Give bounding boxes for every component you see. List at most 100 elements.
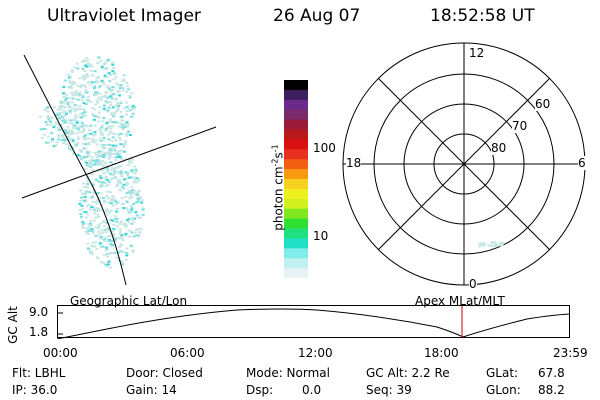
aurora-pixel [111,121,115,124]
aurora-pixel [83,109,86,112]
aurora-pixel [57,138,60,141]
aurora-pixel [98,85,102,88]
aurora-pixel [86,232,90,235]
aurora-pixel [109,127,113,130]
aurora-pixel [85,151,89,154]
aurora-pixel [112,167,116,170]
aurora-pixel [106,100,110,103]
aurora-pixel [130,222,134,225]
aurora-pixel [120,236,123,239]
aurora-pixel [100,180,104,183]
aurora-pixel [111,149,115,152]
aurora-pixel [73,143,77,146]
aurora-pixel [93,151,97,154]
aurora-pixel [107,180,111,183]
aurora-pixel [132,202,136,205]
aurora-pixel [136,191,140,194]
seq-info: Seq: 39 [366,383,412,397]
aurora-pixel [70,83,74,86]
aurora-pixel [98,96,102,99]
aurora-pixel [90,252,94,255]
aurora-pixel [77,128,81,131]
aurora-pixel [60,116,64,119]
aurora-pixel [99,139,103,142]
aurora-pixel [128,161,131,163]
aurora-pixel [66,103,70,105]
aurora-pixel [105,86,109,89]
aurora-pixel [126,164,130,166]
aurora-pixel [130,176,134,179]
aurora-pixel [49,120,53,123]
aurora-pixel [87,228,91,230]
aurora-pixel [71,127,75,130]
aurora-pixel [109,266,112,269]
polar-aurora-pixel [495,244,499,247]
aurora-pixel [116,90,120,93]
aurora-pixel [124,258,128,261]
aurora-pixel [105,235,109,238]
colorbar-band [284,208,308,220]
aurora-pixel [81,95,85,98]
aurora-pixel [101,155,105,158]
aurora-pixel [61,114,65,117]
aurora-pixel [114,145,118,148]
aurora-pixel [57,129,61,132]
aurora-pixel [102,147,106,150]
aurora-pixel [119,228,123,231]
aurora-pixel [85,227,89,230]
aurora-pixel [125,134,129,137]
aurora-pixel [97,56,101,59]
aurora-pixel [82,102,86,105]
aurora-pixel [67,131,71,134]
aurora-pixel [96,163,99,166]
aurora-pixel [107,153,110,156]
aurora-pixel [118,222,122,225]
aurora-pixel [89,196,93,199]
aurora-pixel [85,232,89,235]
aurora-pixel [85,161,89,164]
aurora-pixel [135,193,139,196]
colorbar-tick-100: 100 [313,141,336,155]
aurora-pixel [122,78,126,81]
aurora-pixel [45,141,49,144]
aurora-pixel [132,112,136,115]
aurora-pixel [82,128,86,130]
aurora-pixel [109,178,113,181]
aurora-pixel [104,92,108,94]
aurora-pixel [108,80,112,83]
aurora-pixel [57,117,61,120]
aurora-pixel [86,242,90,245]
aurora-pixel [97,120,101,123]
aurora-pixel [89,132,92,135]
aurora-pixel [104,67,108,70]
aurora-pixel [79,215,83,218]
aurora-pixel [94,94,98,97]
aurora-pixel [123,142,127,145]
aurora-pixel [74,98,78,100]
aurora-pixel [93,133,97,136]
aurora-pixel [126,125,130,128]
aurora-pixel [103,74,107,77]
aurora-pixel [111,204,115,207]
aurora-pixel [71,101,75,104]
polar-label-lat70: 70 [512,119,528,133]
aurora-pixel [107,260,111,263]
aurora-pixel [118,230,122,233]
aurora-pixel [123,107,127,110]
aurora-pixel [106,213,110,216]
aurora-pixel [139,216,143,219]
aurora-pixel [43,108,47,111]
aurora-pixel [94,226,98,229]
aurora-pixel [89,101,93,104]
aurora-pixel [104,100,108,103]
aurora-pixel [99,235,103,238]
aurora-pixel [115,256,119,259]
polar-aurora-emission [478,241,504,248]
aurora-pixel [102,83,106,86]
aurora-pixel [132,189,136,192]
timeline-ytick-9: 9.0 [29,305,49,319]
aurora-pixel [95,79,99,82]
aurora-pixel [112,78,116,81]
aurora-pixel [118,245,122,248]
aurora-pixel [128,176,132,179]
